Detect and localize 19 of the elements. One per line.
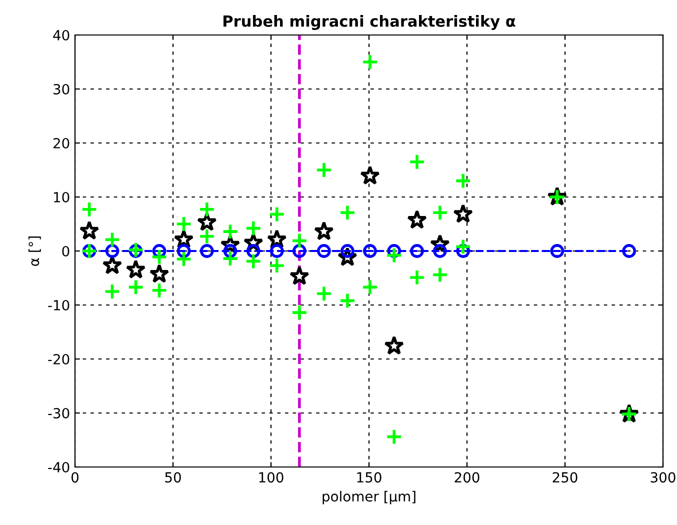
y-tick-label: -40 (48, 462, 70, 472)
x-tick-label: 200 (454, 472, 480, 483)
y-tick-label: 20 (53, 138, 70, 148)
x-tick-label: 150 (357, 472, 382, 483)
y-tick-label: 10 (54, 192, 70, 202)
x-tick-label: 100 (259, 472, 284, 483)
x-tick-label: 250 (552, 472, 578, 483)
chart-title: Prubeh migracni charakteristiky α (224, 15, 516, 30)
y-tick-label: 40 (53, 30, 70, 40)
y-tick-label: -10 (48, 300, 70, 310)
x-tick-label: 50 (165, 472, 181, 483)
y-tick-label: 0 (62, 246, 70, 256)
y-tick-label: -30 (48, 408, 70, 418)
x-axis-title: polomer [µm] (322, 490, 416, 504)
y-tick-label: -20 (48, 354, 70, 364)
y-axis-title: α [°] (28, 236, 41, 266)
y-tick-label: 30 (54, 84, 70, 94)
x-tick-label: 300 (650, 472, 676, 483)
x-tick-label: 0 (71, 472, 78, 483)
